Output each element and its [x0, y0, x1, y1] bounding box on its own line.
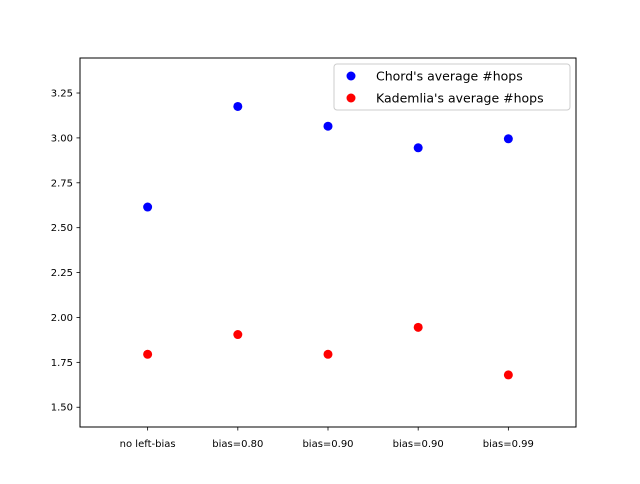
y-tick-label: 2.25: [51, 268, 73, 279]
data-point: [503, 370, 513, 380]
data-point: [503, 134, 513, 144]
legend-frame: [333, 63, 571, 111]
series-layer: [143, 101, 513, 380]
y-tick-label: 2.50: [51, 223, 73, 234]
legend-label: Kademlia's average #hops: [376, 91, 544, 106]
legend-marker: [346, 93, 356, 103]
legend-label: Chord's average #hops: [376, 69, 523, 84]
data-point: [323, 349, 333, 359]
series-1: [143, 322, 513, 380]
x-tick-label: bias=0.99: [483, 439, 534, 450]
y-tick-label: 2.00: [51, 313, 73, 324]
y-tick-label: 3.25: [51, 89, 73, 100]
data-point: [233, 101, 243, 111]
x-tick-label: bias=0.90: [393, 439, 444, 450]
x-tick-label: bias=0.80: [212, 439, 263, 450]
data-point: [413, 322, 423, 332]
data-point: [143, 349, 153, 359]
data-point: [233, 330, 243, 340]
y-tick-label: 1.75: [51, 358, 73, 369]
y-tick-label: 3.00: [51, 133, 73, 144]
y-axis: 1.50 1.75 2.00 2.25 2.50 2.75 3.00 3.25: [51, 89, 80, 414]
x-tick-label: bias=0.90: [302, 439, 353, 450]
data-point: [143, 202, 153, 212]
y-tick-label: 1.50: [51, 403, 73, 414]
legend-marker: [346, 71, 356, 81]
legend: Chord's average #hops Kademlia's average …: [333, 63, 571, 111]
y-tick-label: 2.75: [51, 178, 73, 189]
series-0: [143, 101, 513, 212]
x-axis: no left-bias bias=0.80 bias=0.90 bias=0.90 b…: [120, 427, 534, 450]
x-tick-label: no left-bias: [120, 439, 176, 450]
data-point: [413, 143, 423, 153]
data-point: [323, 121, 333, 131]
